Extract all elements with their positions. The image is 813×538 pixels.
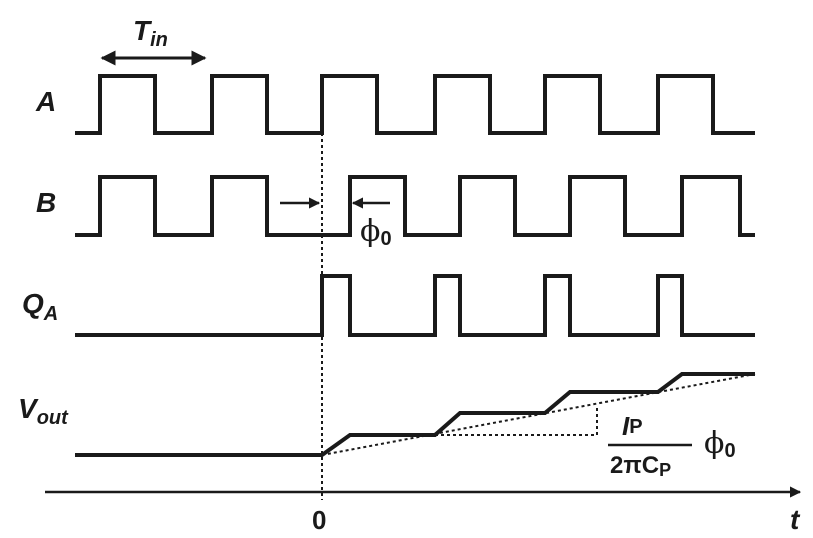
signal-label-qa-sub: A: [43, 303, 58, 325]
signal-label-b: B: [36, 187, 56, 218]
period-label-sub: in: [150, 29, 168, 51]
time-origin-label: 0: [312, 505, 326, 535]
formula-numerator-main: I: [622, 411, 630, 441]
period-label-main: T: [133, 15, 153, 46]
formula-denominator: 2πCP: [610, 452, 671, 480]
signal-label-vout: Vout: [18, 393, 69, 429]
waveform-vout: [75, 372, 755, 457]
formula-numerator-sub: P: [629, 416, 642, 438]
period-label: Tin: [133, 15, 168, 51]
waveform-qa: [75, 274, 755, 337]
formula-denominator-main: 2πC: [610, 452, 659, 479]
formula-numerator: IP: [622, 411, 643, 441]
vout-average-line: [321, 373, 756, 456]
waveform-a: [75, 74, 755, 135]
formula-factor-sub: 0: [724, 440, 735, 462]
formula-factor: ϕ0: [704, 426, 736, 462]
phase-symbol: ϕ: [360, 214, 380, 249]
signal-label-qa-main: Q: [22, 288, 44, 319]
slope-triangle: [435, 406, 598, 436]
phase-label: ϕ0: [360, 214, 392, 250]
formula-denominator-sub: P: [659, 460, 671, 480]
signal-label-vout-main: V: [18, 393, 39, 424]
signal-label-a: A: [35, 86, 56, 117]
signal-label-qa: QA: [22, 288, 58, 325]
signal-label-vout-sub: out: [37, 407, 69, 429]
gain-formula: IP 2πCP ϕ0: [608, 411, 736, 480]
phase-subscript: 0: [380, 228, 391, 250]
formula-factor-symbol: ϕ: [704, 426, 724, 461]
waveform-b: [75, 175, 755, 237]
time-axis-label: t: [790, 504, 801, 535]
